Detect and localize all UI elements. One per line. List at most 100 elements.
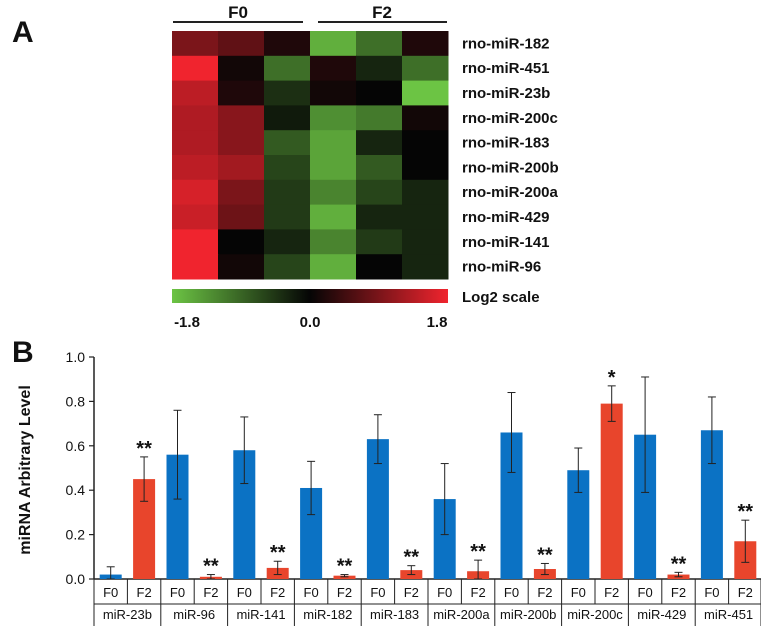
heatmap-cell xyxy=(218,254,265,280)
heatmap-cell xyxy=(172,204,219,230)
heatmap-cell xyxy=(402,31,449,57)
bar-chart: ******** ** ** ******* xyxy=(99,367,757,580)
bar xyxy=(133,479,156,579)
y-tick-label: 1.0 xyxy=(66,349,86,365)
heatmap-cell xyxy=(310,130,357,156)
significance-mark: * xyxy=(608,367,616,389)
heatmap xyxy=(172,31,449,280)
y-tick-label: 0.2 xyxy=(66,527,86,543)
x-series-label: F0 xyxy=(103,585,118,600)
scale-tick-max: 1.8 xyxy=(427,314,448,331)
heatmap-cell xyxy=(310,229,357,255)
heatmap-cell xyxy=(264,31,311,57)
significance-mark: ** xyxy=(136,438,152,460)
x-group-label: miR-200c xyxy=(567,607,623,622)
heatmap-cell xyxy=(402,204,449,230)
heatmap-cell xyxy=(218,31,265,57)
bar xyxy=(634,434,657,579)
heatmap-row-label: rno-miR-96 xyxy=(462,259,541,276)
x-group-label: miR-200a xyxy=(433,607,490,622)
x-series-label: F0 xyxy=(638,585,653,600)
x-group-label: miR-23b xyxy=(103,607,152,622)
heatmap-cell xyxy=(264,55,311,82)
heatmap-cell xyxy=(264,130,311,156)
x-series-label: F2 xyxy=(738,585,753,600)
bar xyxy=(433,499,456,579)
heatmap-cell xyxy=(310,105,357,131)
x-series-label: F0 xyxy=(504,585,519,600)
x-series-label: F2 xyxy=(203,585,218,600)
heatmap-cell xyxy=(356,254,403,280)
heatmap-cell xyxy=(218,229,265,255)
heatmap-cell xyxy=(218,55,265,82)
heatmap-cell xyxy=(356,105,403,131)
heatmap-group-headers: F0 F2 xyxy=(173,3,447,23)
heatmap-cell xyxy=(172,105,219,131)
x-group-label: miR-429 xyxy=(637,607,686,622)
heatmap-cell xyxy=(264,155,311,181)
heatmap-row-label: rno-miR-141 xyxy=(462,234,550,251)
x-series-label: F0 xyxy=(704,585,719,600)
header-f0: F0 xyxy=(228,3,248,22)
heatmap-cell xyxy=(172,80,219,106)
heatmap-cell xyxy=(356,155,403,181)
x-series-label: F0 xyxy=(370,585,385,600)
x-group-label: miR-141 xyxy=(236,607,285,622)
heatmap-cell xyxy=(310,254,357,280)
heatmap-cell xyxy=(356,179,403,206)
heatmap-cell xyxy=(356,130,403,156)
heatmap-cell xyxy=(402,55,449,82)
scale-tick-min: -1.8 xyxy=(174,314,200,331)
heatmap-cell xyxy=(310,80,357,106)
heatmap-row-label: rno-miR-23b xyxy=(462,85,550,102)
bar xyxy=(600,403,623,579)
significance-mark: ** xyxy=(537,544,553,566)
x-series-label: F2 xyxy=(671,585,686,600)
heatmap-cell xyxy=(172,130,219,156)
x-series-label: F2 xyxy=(270,585,285,600)
heatmap-cell xyxy=(356,55,403,82)
x-series-label: F2 xyxy=(537,585,552,600)
heatmap-cell xyxy=(172,55,219,82)
heatmap-cell xyxy=(402,254,449,280)
heatmap-cell xyxy=(172,179,219,206)
heatmap-cell xyxy=(218,204,265,230)
heatmap-cell xyxy=(356,80,403,106)
y-tick-label: 0.8 xyxy=(66,393,86,409)
color-scale-label: Log2 scale xyxy=(462,289,540,306)
x-group-label: miR-183 xyxy=(370,607,419,622)
heatmap-cell xyxy=(310,31,357,57)
heatmap-cell xyxy=(264,80,311,106)
panel-a-label: A xyxy=(12,16,34,49)
header-f2: F2 xyxy=(372,3,392,22)
heatmap-cell xyxy=(402,155,449,181)
x-series-label: F2 xyxy=(471,585,486,600)
bar xyxy=(233,450,256,579)
x-series-label: F2 xyxy=(604,585,619,600)
bar xyxy=(300,487,323,579)
x-series-label: F2 xyxy=(137,585,152,600)
x-group-label: miR-200b xyxy=(500,607,556,622)
heatmap-cell xyxy=(310,179,357,206)
heatmap-cell xyxy=(310,155,357,181)
heatmap-cell xyxy=(310,204,357,230)
heatmap-row-labels: rno-miR-182 rno-miR-451 rno-miR-23b rno-miR… xyxy=(462,35,559,275)
heatmap-cell xyxy=(402,229,449,255)
heatmap-cell xyxy=(172,254,219,280)
scale-tick-mid: 0.0 xyxy=(300,314,321,331)
heatmap-cell xyxy=(402,80,449,106)
x-series-label: F0 xyxy=(237,585,252,600)
heatmap-cell xyxy=(264,105,311,131)
heatmap-cell xyxy=(264,229,311,255)
bar xyxy=(700,430,723,579)
x-axis-groups: F0 F2 miR-23b F0 F2 miR-96 F0 F2 miR-141 F0 F2 miR-… xyxy=(93,579,761,626)
y-tick-label: 0.4 xyxy=(66,482,86,498)
x-series-label: F2 xyxy=(337,585,352,600)
heatmap-row-label: rno-miR-200c xyxy=(462,110,558,127)
heatmap-cell xyxy=(264,179,311,206)
heatmap-cell xyxy=(356,204,403,230)
heatmap-row-label: rno-miR-429 xyxy=(462,209,550,226)
significance-mark: ** xyxy=(270,542,286,564)
heatmap-cell xyxy=(172,31,219,57)
